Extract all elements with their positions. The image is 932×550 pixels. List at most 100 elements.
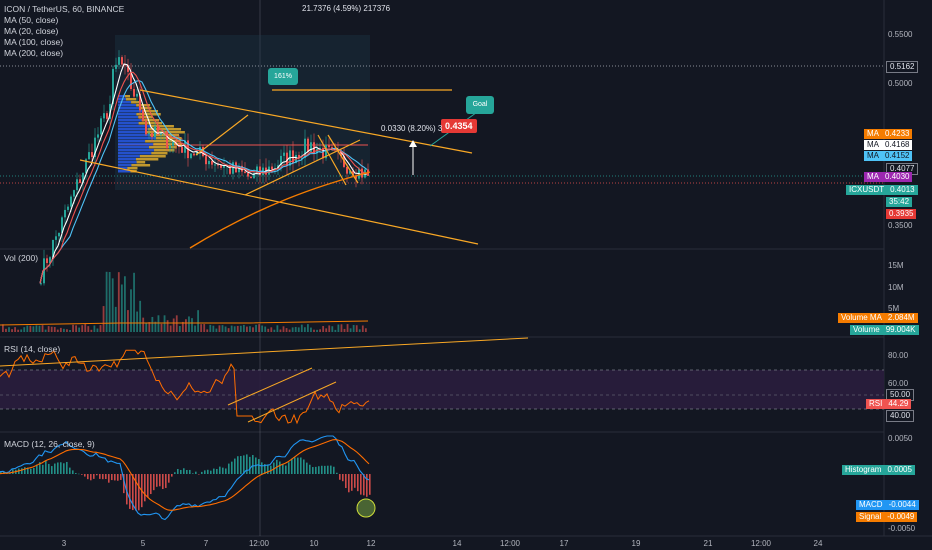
histogram-bar (291, 458, 293, 474)
histogram-bar (207, 469, 209, 474)
volume-bar (194, 325, 196, 332)
volume-bar (145, 323, 148, 332)
price-tag: MA 0.4152 (864, 151, 913, 161)
price-tag-value: 0.4233 (885, 129, 910, 138)
candle-body (256, 166, 258, 173)
volume-bar (209, 324, 212, 332)
histogram-bar (327, 465, 329, 474)
volume-bar (255, 324, 257, 332)
volume-bar (242, 324, 245, 332)
goal-label[interactable]: Goal (466, 96, 494, 114)
histogram-bar (267, 464, 269, 474)
histogram-label: Histogram (845, 465, 882, 474)
rsi-trend-lines (0, 337, 529, 423)
histogram-bar (63, 463, 65, 474)
volume-bar (47, 326, 50, 332)
volume-bar (175, 315, 178, 332)
volume-bar (270, 327, 273, 332)
histogram-bar (93, 474, 95, 479)
histogram-bar (186, 470, 188, 474)
volume-profile-buy (118, 164, 132, 167)
indicator-label[interactable]: MA (20, close) (4, 26, 59, 36)
volume-profile-buy (118, 113, 137, 116)
histogram-bar (24, 467, 26, 474)
time-tick: 5 (141, 539, 146, 548)
volume-profile-sell (154, 149, 175, 152)
volume-bar (127, 310, 129, 332)
histogram-bar (363, 474, 365, 496)
volume-profile-buy (118, 125, 151, 128)
histogram-value: 0.0005 (887, 465, 912, 474)
measure-readout: 0.0330 (8.20%) 3 (381, 124, 443, 133)
histogram-bar (234, 458, 236, 474)
volume-ma-tag: Volume MA 2.084M (838, 313, 918, 323)
volume-bars (2, 271, 367, 332)
volume-bar (337, 324, 340, 332)
ma100-line (39, 79, 368, 284)
price-tag-prefix: MA (867, 151, 879, 160)
histogram-bar (258, 459, 260, 474)
histogram-bar (135, 474, 137, 511)
histogram-bar (195, 471, 197, 474)
candle-body (196, 150, 198, 156)
volume-profile-sell (145, 131, 185, 134)
volume-bar (185, 319, 187, 332)
histogram-bar (183, 468, 185, 474)
indicator-label[interactable]: MA (50, close) (4, 15, 59, 25)
price-tag-value: 0.5162 (890, 62, 915, 71)
chart-legend: ICON / TetherUS, 60, BINANCE MA (50, clo… (4, 4, 124, 58)
volume-bar (246, 326, 248, 332)
candle-body (40, 283, 42, 285)
histogram-bar (198, 474, 200, 475)
volume-bar (276, 325, 279, 332)
indicator-label[interactable]: MA (100, close) (4, 37, 64, 47)
candle-body (139, 93, 141, 111)
histogram-bar (219, 466, 221, 474)
rsi-value: 44.29 (888, 399, 909, 408)
volume-bar (206, 329, 209, 332)
histogram-bar (114, 474, 116, 481)
histogram-bar (348, 474, 350, 493)
candle-body (223, 165, 225, 168)
candle-body (88, 152, 90, 160)
signal-label: Signal (859, 512, 882, 521)
price-tag-value: 0.3935 (889, 209, 914, 218)
signal-line (0, 439, 370, 511)
candle-body (331, 147, 333, 149)
candle-body (307, 138, 309, 152)
volume-bar (331, 326, 334, 332)
fib-label[interactable]: 161% (268, 68, 298, 85)
volume-bar (41, 325, 44, 332)
volume-bar (310, 327, 312, 332)
histogram-bar (369, 474, 371, 495)
candle-body (100, 118, 102, 135)
histogram-bar (309, 464, 311, 474)
histogram-bar (144, 474, 146, 502)
histogram-bar (354, 474, 356, 488)
volume-profile-sell (131, 101, 140, 104)
indicator-label[interactable]: MA (200, close) (4, 48, 64, 58)
candle-body (76, 179, 78, 191)
target-price-label[interactable]: 0.4354 (441, 119, 477, 133)
candle-body (49, 257, 51, 264)
candle-body (217, 164, 219, 166)
histogram-bar (216, 469, 218, 474)
volume-bar (267, 328, 270, 332)
histogram-bar (108, 474, 110, 483)
histogram-bar (171, 474, 173, 477)
histogram-bar (336, 472, 338, 474)
histogram-bar (99, 474, 101, 479)
volume-bar (303, 327, 306, 332)
histogram-bar (21, 468, 23, 474)
volume-bar (334, 329, 337, 332)
signal-tag: Signal -0.0049 (856, 512, 918, 522)
volume-bar (117, 272, 120, 332)
histogram-bar (96, 474, 98, 476)
candle-body (112, 68, 114, 105)
volume-bar (273, 329, 276, 332)
volume-profile-sell (125, 98, 137, 101)
candle-body (247, 172, 249, 177)
histogram-bar (333, 466, 335, 474)
volume-bar (249, 326, 251, 332)
